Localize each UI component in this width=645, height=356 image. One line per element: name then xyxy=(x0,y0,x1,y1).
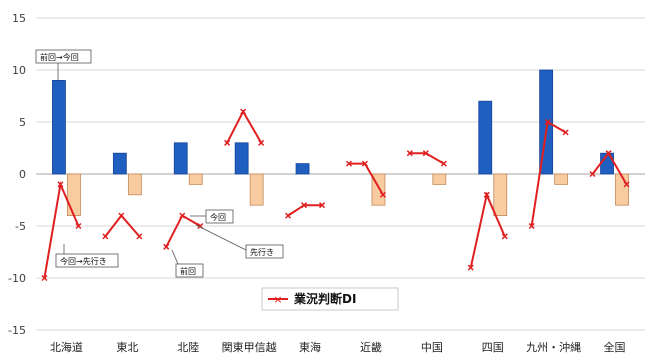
line-point xyxy=(501,233,508,240)
y-axis-ticks: 15 10 5 0 -5 -10 -15 xyxy=(8,12,26,337)
x-tick-label: 近畿 xyxy=(360,340,382,354)
line-segment xyxy=(226,109,263,144)
callout-prev-to-curr: 前回→今回 xyxy=(35,49,92,80)
bar xyxy=(249,173,264,206)
x-tick-label: 関東甲信越 xyxy=(222,340,277,354)
line-point xyxy=(224,139,231,146)
svg-text:×: × xyxy=(273,293,282,306)
bars xyxy=(52,69,629,216)
x-tick-label: 北海道 xyxy=(50,340,83,354)
x-tick-label: 北陸 xyxy=(177,341,199,354)
line-point xyxy=(57,181,64,188)
line-point xyxy=(345,160,352,167)
bar xyxy=(615,173,629,206)
bar xyxy=(188,173,203,185)
line-point xyxy=(562,129,569,136)
y-tick-label: -15 xyxy=(8,324,26,337)
x-tick-label: 全国 xyxy=(604,340,626,354)
bar xyxy=(67,173,81,216)
bar xyxy=(554,173,569,185)
callout-curr-to-next: 今回→先行き xyxy=(55,244,119,268)
line-point xyxy=(102,233,109,240)
line-point xyxy=(623,181,630,188)
y-tick-label: 5 xyxy=(19,116,26,129)
line-point xyxy=(75,222,82,230)
y-tick-label: -5 xyxy=(15,220,26,233)
x-tick-label: 東北 xyxy=(116,341,138,354)
callout-prev: 前回 xyxy=(171,249,204,278)
y-tick-label: -10 xyxy=(8,272,26,285)
line-point xyxy=(285,212,292,219)
x-axis-ticks: 北海道 東北 北陸 関東甲信越 東海 近畿 中国 四国 九州・沖縄 全国 xyxy=(50,340,626,354)
line-point xyxy=(379,191,386,198)
callout-next: 先行き xyxy=(195,224,284,259)
line-point xyxy=(179,212,186,219)
line-point xyxy=(319,202,326,209)
line-point xyxy=(589,170,596,178)
y-tick-label: 10 xyxy=(12,64,26,77)
line-point xyxy=(258,139,265,146)
callout-curr: 今回 xyxy=(190,209,234,224)
line-series xyxy=(41,108,630,282)
line-point xyxy=(605,150,612,157)
line-point xyxy=(163,243,170,250)
callout-label: 今回→先行き xyxy=(60,256,107,266)
line-point xyxy=(118,212,125,219)
line-point xyxy=(361,160,368,167)
line-segment xyxy=(165,214,201,248)
callout-label: 先行き xyxy=(250,247,274,257)
line-point xyxy=(422,150,429,157)
bar xyxy=(52,80,66,175)
legend-label: 業況判断DI xyxy=(293,291,356,306)
line-point xyxy=(406,150,413,157)
bar xyxy=(173,142,188,175)
callout-label: 前回 xyxy=(180,266,196,276)
bar xyxy=(432,173,447,185)
legend: × 業況判断DI xyxy=(261,287,399,311)
line-point xyxy=(136,233,143,240)
line-point xyxy=(301,202,308,209)
x-tick-label: 四国 xyxy=(482,341,504,354)
bar xyxy=(127,173,142,196)
bar xyxy=(112,152,127,175)
callout-label: 前回→今回 xyxy=(40,52,79,62)
line-point xyxy=(467,264,474,271)
line-point xyxy=(544,118,551,126)
y-tick-label: 15 xyxy=(12,12,26,25)
x-tick-label: 中国 xyxy=(421,341,443,354)
x-tick-label: 東海 xyxy=(299,340,321,354)
line-point xyxy=(41,274,48,282)
callout-label: 今回 xyxy=(210,212,226,222)
bar xyxy=(493,173,508,216)
x-tick-label: 九州・沖縄 xyxy=(526,340,581,354)
bar xyxy=(234,142,249,175)
bar xyxy=(295,163,310,175)
y-tick-label: 0 xyxy=(19,168,26,181)
line-point xyxy=(528,222,535,230)
line-point xyxy=(240,108,247,115)
line-point xyxy=(440,160,447,167)
line-point xyxy=(483,191,490,198)
gridlines xyxy=(36,17,645,331)
bar xyxy=(478,100,493,175)
